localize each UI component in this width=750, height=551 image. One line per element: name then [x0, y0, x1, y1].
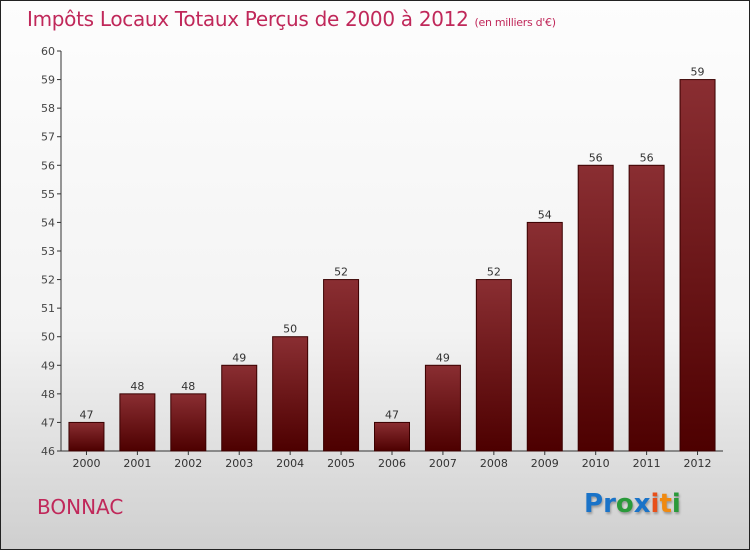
x-tick-label: 2008 [480, 457, 508, 470]
data-label: 52 [334, 266, 348, 279]
data-label: 48 [130, 380, 144, 393]
subtitle-text: (en milliers d'€) [474, 16, 556, 29]
y-tick-label: 59 [41, 74, 55, 87]
x-tick-label: 2007 [429, 457, 457, 470]
y-tick-label: 56 [41, 159, 55, 172]
bar-2001 [119, 393, 156, 452]
x-tick-label: 2012 [684, 457, 712, 470]
bar-2012 [679, 79, 716, 452]
x-tick-label: 2003 [225, 457, 253, 470]
y-tick-label: 50 [41, 331, 55, 344]
data-label: 50 [283, 323, 297, 336]
y-tick-label: 52 [41, 274, 55, 287]
x-tick-label: 2009 [531, 457, 559, 470]
bar-2006 [374, 421, 410, 452]
x-tick-label: 2001 [123, 457, 151, 470]
bar-2008 [475, 279, 512, 452]
bar-2002 [170, 393, 207, 452]
x-tick-label: 2005 [327, 457, 355, 470]
data-label: 49 [232, 351, 246, 364]
bar-2010 [577, 164, 614, 452]
proxiti-logo: Proxiti [584, 489, 681, 519]
y-tick-label: 47 [41, 416, 55, 429]
data-label: 56 [640, 151, 654, 164]
y-tick-label: 54 [41, 216, 55, 229]
y-tick-label: 58 [41, 102, 55, 115]
y-tick-label: 48 [41, 388, 55, 401]
x-tick-label: 2004 [276, 457, 304, 470]
y-tick-label: 57 [41, 131, 55, 144]
data-label: 56 [589, 151, 603, 164]
y-tick-label: 49 [41, 359, 55, 372]
y-tick-label: 55 [41, 188, 55, 201]
bar-2004 [272, 336, 309, 452]
x-tick-label: 2011 [633, 457, 661, 470]
y-tick-label: 51 [41, 302, 55, 315]
data-label: 49 [436, 351, 450, 364]
y-tick-label: 60 [41, 45, 55, 58]
data-label: 48 [181, 380, 195, 393]
bar-2000 [68, 421, 105, 452]
city-name: BONNAC [37, 495, 124, 519]
data-label: 47 [385, 408, 399, 421]
x-tick-label: 2000 [72, 457, 100, 470]
bar-2007 [424, 364, 461, 452]
bar-2009 [526, 221, 563, 452]
data-label: 54 [538, 208, 552, 221]
chart-title: Impôts Locaux Totaux Perçus de 2000 à 20… [27, 7, 556, 31]
data-label: 52 [487, 266, 501, 279]
title-text: Impôts Locaux Totaux Perçus de 2000 à 20… [27, 7, 469, 31]
bar-2003 [221, 364, 258, 452]
bar-2005 [323, 279, 360, 452]
y-tick-label: 53 [41, 245, 55, 258]
data-label: 59 [691, 66, 705, 79]
data-label: 47 [79, 408, 93, 421]
bar-2011 [628, 164, 665, 452]
y-tick-label: 46 [41, 445, 55, 458]
x-tick-label: 2006 [378, 457, 406, 470]
x-tick-label: 2002 [174, 457, 202, 470]
x-tick-label: 2010 [582, 457, 610, 470]
